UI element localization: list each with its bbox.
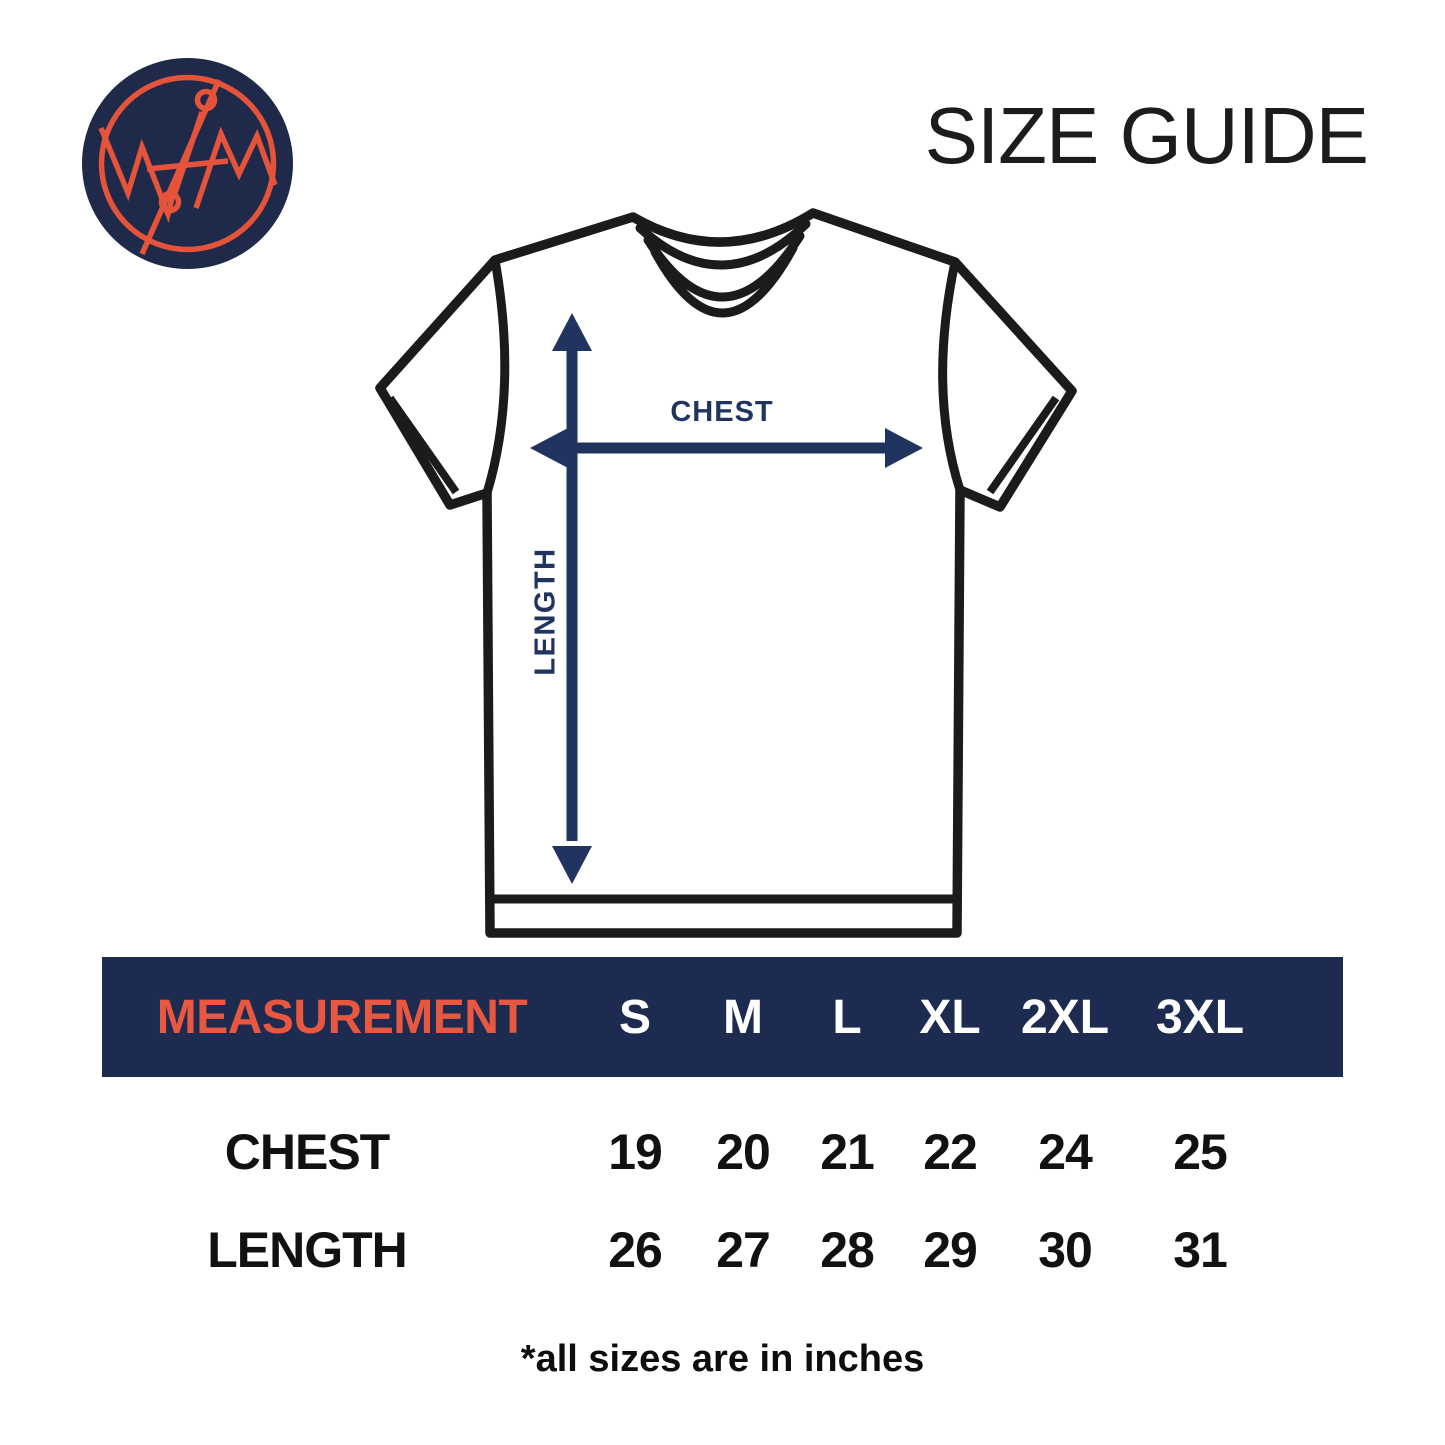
length-arrow-label: LENGTH bbox=[529, 547, 562, 676]
size-header-xl: XL bbox=[919, 990, 981, 1044]
size-header-l: L bbox=[832, 990, 862, 1044]
chest-value-s: 19 bbox=[608, 1124, 663, 1180]
length-arrow bbox=[552, 313, 592, 884]
chest-value-m: 20 bbox=[716, 1124, 771, 1180]
brand-logo bbox=[82, 58, 293, 269]
size-header-s: S bbox=[618, 990, 651, 1044]
measurement-header-label: MEASUREMENT bbox=[156, 990, 528, 1044]
chest-value-2xl: 24 bbox=[1038, 1124, 1093, 1180]
table-row-length: LENGTH 26 27 28 29 30 31 bbox=[102, 1207, 1343, 1293]
length-value-m: 27 bbox=[716, 1222, 771, 1278]
logo-monogram-icon bbox=[98, 74, 278, 256]
chest-value-3xl: 25 bbox=[1173, 1124, 1228, 1180]
length-value-2xl: 30 bbox=[1038, 1222, 1093, 1278]
table-row-chest: CHEST 19 20 21 22 24 25 bbox=[102, 1109, 1343, 1195]
size-header-2xl: 2XL bbox=[1020, 990, 1110, 1044]
shirt-armhole-seams bbox=[482, 259, 965, 495]
page-title: SIZE GUIDE bbox=[924, 91, 1369, 180]
size-table-header: MEASUREMENT S M L XL 2XL 3XL bbox=[102, 957, 1343, 1077]
sizes-footnote: *all sizes are in inches bbox=[520, 1338, 925, 1380]
chest-value-xl: 22 bbox=[923, 1124, 978, 1180]
length-row-label: LENGTH bbox=[207, 1222, 408, 1278]
size-header-m: M bbox=[723, 990, 763, 1044]
length-value-l: 28 bbox=[820, 1222, 875, 1278]
length-value-3xl: 31 bbox=[1173, 1222, 1228, 1278]
chest-row-label: CHEST bbox=[224, 1124, 390, 1180]
shirt-collar bbox=[635, 219, 811, 318]
length-value-s: 26 bbox=[608, 1222, 663, 1278]
length-value-xl: 29 bbox=[923, 1222, 978, 1278]
tshirt-diagram bbox=[375, 208, 1077, 938]
shirt-outline bbox=[375, 208, 1077, 938]
shirt-cuff-bands bbox=[386, 395, 1060, 495]
chest-arrow-label: CHEST bbox=[670, 396, 774, 428]
chest-value-l: 21 bbox=[820, 1124, 875, 1180]
chest-arrow bbox=[530, 428, 923, 468]
size-header-3xl: 3XL bbox=[1155, 990, 1245, 1044]
